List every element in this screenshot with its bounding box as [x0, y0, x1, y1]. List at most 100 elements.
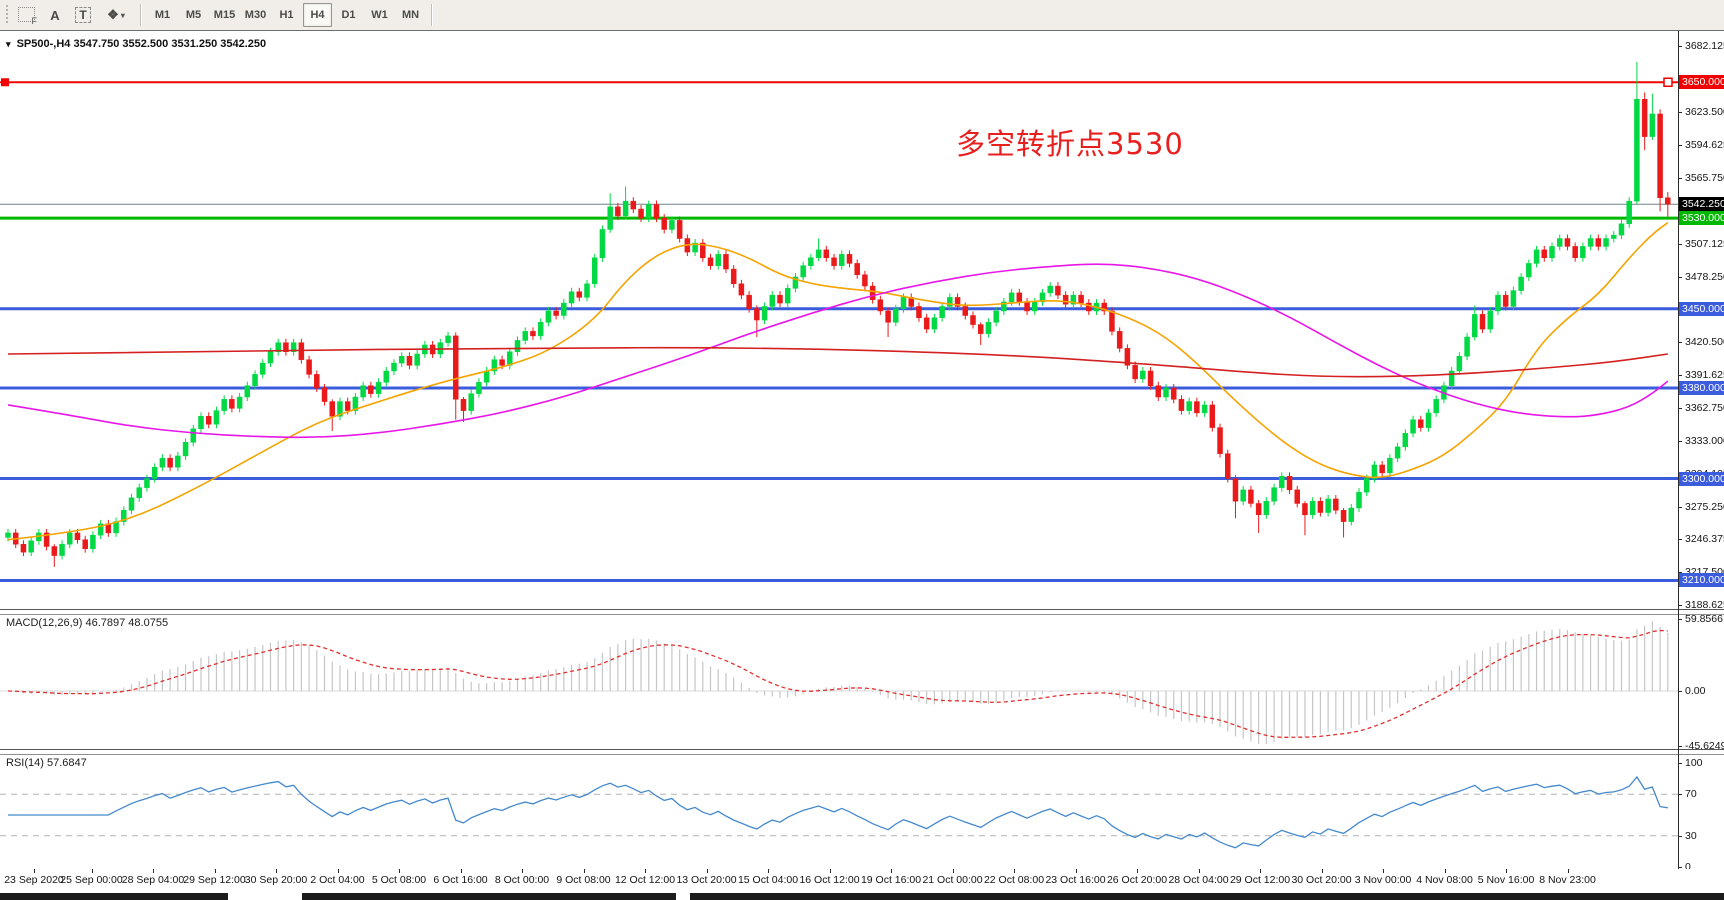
- axis-tick: [1678, 144, 1682, 146]
- time-tick: [522, 869, 523, 873]
- time-tick: [645, 869, 646, 873]
- time-tick: [214, 869, 216, 873]
- time-tick: [1567, 869, 1569, 873]
- time-tick: [1321, 869, 1323, 873]
- timeframe-button-m15[interactable]: M15: [213, 9, 236, 21]
- time-label: 9 Oct 08:00: [556, 874, 611, 886]
- cursor-a-icon[interactable]: A: [43, 4, 67, 26]
- time-tick: [829, 869, 831, 873]
- timeframe-button-w1[interactable]: W1: [371, 9, 388, 21]
- price-tick-label: 3275.250: [1685, 500, 1724, 513]
- macd-signal-line: [7, 629, 1668, 738]
- time-label: 29 Oct 12:00: [1229, 874, 1291, 886]
- candles: [5, 61, 1671, 567]
- time-label: 19 Oct 16:00: [860, 874, 922, 886]
- time-label: 26 Oct 20:00: [1106, 874, 1168, 886]
- time-tick: [1383, 869, 1384, 873]
- time-label: 23 Oct 16:00: [1045, 874, 1106, 886]
- time-scale[interactable]: 23 Sep 2020 25 Sep 00:00 28 Sep 04:00 29 Se…: [0, 869, 1724, 893]
- time-label: 13 Oct 20:00: [676, 874, 737, 886]
- axis-tick: [1678, 691, 1682, 692]
- time-tick: [1137, 869, 1138, 873]
- pane-splitter[interactable]: [0, 749, 1724, 755]
- rsi-axis-label: 30: [1685, 829, 1697, 842]
- chevron-down-icon: ▾: [6, 39, 11, 49]
- ohlc-values: 3547.750 3552.500 3531.250 3542.250: [73, 38, 267, 50]
- axis-tick: [1678, 794, 1682, 796]
- macd-name: MACD(12,26,9): [6, 617, 83, 629]
- timeframe-button-mn[interactable]: MN: [401, 9, 420, 21]
- rsi-chart[interactable]: [0, 753, 1678, 869]
- time-tick: [1506, 869, 1507, 873]
- axis-tick: [1678, 374, 1682, 376]
- time-label: 3 Nov 00:00: [1354, 874, 1412, 886]
- axis-tick: [1678, 619, 1682, 620]
- chevron-down-icon: ▾: [120, 10, 125, 20]
- axis-tick: [1678, 276, 1682, 278]
- timeframe-group: M1 M5 M15 M30 H1 H4 D1 W1 MN: [147, 3, 426, 27]
- price-tick-label: 3682.125: [1685, 39, 1724, 52]
- rsi-indicator-label: RSI(14) 57.6847: [6, 757, 87, 769]
- rsi-axis-label: 0: [1685, 861, 1691, 873]
- price-line-label-blue: 3210.000: [1679, 573, 1724, 588]
- time-label: 23 Sep 2020: [4, 874, 64, 886]
- pane-splitter[interactable]: [0, 609, 1724, 615]
- axis-tick: [1678, 112, 1682, 114]
- text-label-icon[interactable]: T: [71, 4, 95, 26]
- axis-tick: [1678, 342, 1682, 344]
- price-chart[interactable]: [0, 33, 1678, 609]
- timeframe-button-h4[interactable]: H4: [303, 3, 332, 27]
- draw-objects-glyph: ❖: [107, 7, 119, 22]
- rsi-name: RSI(14): [6, 757, 44, 769]
- time-tick: [706, 869, 708, 873]
- toolbar-gripper[interactable]: [4, 5, 9, 25]
- time-label: 22 Oct 08:00: [983, 874, 1045, 886]
- rsi-axis-label: 70: [1685, 788, 1697, 801]
- timeframe-button-h1[interactable]: H1: [279, 9, 294, 21]
- timeframe-button-m30[interactable]: M30: [244, 9, 267, 21]
- time-tick: [337, 869, 339, 873]
- timeframe-button-d1[interactable]: D1: [341, 9, 356, 21]
- price-line-label-blue: 3450.000: [1679, 301, 1724, 316]
- axis-tick: [1678, 506, 1682, 508]
- time-tick: [583, 869, 585, 873]
- macd-axis-label: 0.00: [1685, 685, 1706, 697]
- time-tick: [460, 869, 462, 873]
- price-tick-label: 3565.750: [1685, 171, 1724, 184]
- macd-axis-label: -45.6249: [1685, 740, 1724, 752]
- axis-tick: [1678, 407, 1682, 409]
- macd-indicator-label: MACD(12,26,9) 46.7897 48.0755: [6, 617, 168, 629]
- time-tick: [276, 869, 277, 873]
- rsi-value: 57.6847: [46, 757, 87, 769]
- price-line-label-blue: 3300.000: [1679, 471, 1724, 486]
- price-tick-label: 3478.250: [1685, 270, 1724, 283]
- ma-slow-red: [7, 346, 1668, 378]
- price-tick-label: 3333.000: [1685, 435, 1724, 448]
- time-label: 25 Sep 00:00: [60, 874, 123, 886]
- price-tick-label: 3507.125: [1685, 238, 1724, 251]
- status-strip-segment: [0, 893, 228, 900]
- time-tick: [34, 869, 35, 873]
- axis-tick: [1678, 604, 1682, 606]
- ma-fast-orange: [7, 222, 1669, 541]
- axis-tick: [1678, 45, 1682, 47]
- time-tick: [1260, 869, 1261, 873]
- price-tick-label: 3362.750: [1685, 401, 1724, 414]
- price-tick-label: 3188.625: [1685, 598, 1724, 611]
- macd-chart[interactable]: [0, 613, 1678, 749]
- text-t-glyph: T: [75, 7, 91, 23]
- axis-tick: [1678, 571, 1682, 573]
- timeframe-button-m5[interactable]: M5: [185, 9, 202, 21]
- time-label: 28 Sep 04:00: [121, 874, 185, 886]
- profile-f-label: F: [31, 16, 38, 26]
- price-scale[interactable]: 3682.125 3623.500 3594.625 3565.750 3507.125…: [1678, 31, 1724, 893]
- timeframe-button-m1[interactable]: M1: [154, 9, 171, 21]
- axis-tick: [1678, 539, 1682, 541]
- chart-profile-icon[interactable]: F: [15, 4, 39, 26]
- chart-title[interactable]: ▾ SP500-,H4 3547.750 3552.500 3531.250 3…: [6, 38, 266, 50]
- draw-objects-icon[interactable]: ❖ ▾: [99, 4, 133, 26]
- annotation-text[interactable]: 多空转折点3530: [956, 127, 1184, 161]
- time-label: 6 Oct 16:00: [433, 874, 488, 886]
- axis-tick: [1678, 441, 1682, 443]
